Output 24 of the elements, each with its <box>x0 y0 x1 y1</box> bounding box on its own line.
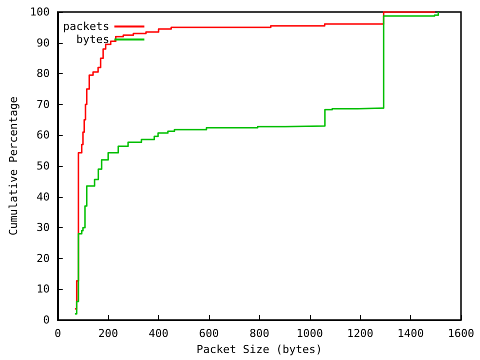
legend-label: packets <box>63 20 110 33</box>
y-tick-label: 20 <box>36 252 50 265</box>
legend-label: bytes <box>76 33 110 46</box>
x-tick-label: 1200 <box>346 327 374 340</box>
y-tick-label: 0 <box>43 314 50 326</box>
x-tick-label: 1600 <box>448 327 474 340</box>
x-axis-title: Packet Size (bytes) <box>196 343 322 356</box>
y-axis-title: Cumulative Percentage <box>7 96 20 236</box>
y-tick-label: 80 <box>36 67 50 80</box>
y-tick-label: 50 <box>36 160 50 172</box>
y-tick-label: 30 <box>36 221 50 234</box>
x-tick-label: 200 <box>98 327 118 340</box>
x-tick-label: 800 <box>249 327 270 340</box>
y-tick-label: 60 <box>36 128 50 142</box>
y-tick-label: 40 <box>36 190 50 204</box>
y-tick-label: 100 <box>30 6 50 18</box>
x-tick-label: 600 <box>199 327 219 340</box>
x-tick-label: 0 <box>54 327 62 340</box>
y-tick-label: 90 <box>36 36 50 50</box>
x-tick-label: 1000 <box>296 327 324 340</box>
x-tick-label: 1400 <box>397 327 424 340</box>
x-tick-label: 400 <box>148 327 169 340</box>
y-tick-label: 70 <box>36 98 50 111</box>
y-tick-label: 10 <box>36 282 50 296</box>
